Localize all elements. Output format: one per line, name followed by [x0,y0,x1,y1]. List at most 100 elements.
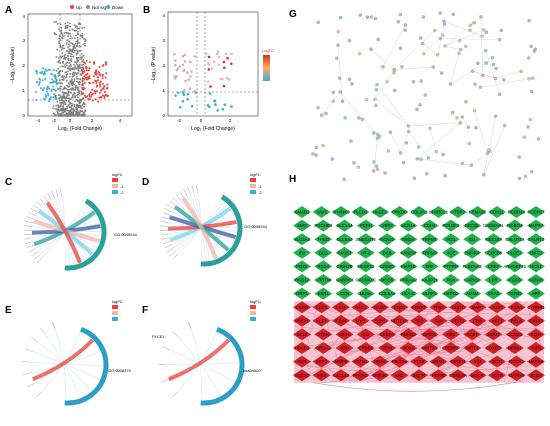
data-point [173,75,176,78]
data-point-notsig [61,65,64,67]
network-node [372,131,376,135]
data-point-up [87,69,90,72]
network-node [364,97,369,102]
data-point-down [48,100,51,103]
gene-tick [28,248,37,253]
gene-node-label: MAPT [472,305,484,310]
network-node [440,33,445,37]
data-point-notsig [53,32,56,34]
network-edge [408,122,461,127]
gene-node-label: IL6 [363,332,370,337]
gene-node-label: MMP9 [335,359,348,364]
data-point [183,53,187,57]
network-node [419,157,423,161]
data-point-notsig [62,44,65,47]
gene-tick [161,216,170,220]
network-edge [344,365,402,373]
network-node [376,37,380,41]
gene-node-label: BRCA1 [316,346,331,351]
data-point-up [95,85,98,88]
gene-node-label: ROBO4 [507,223,523,228]
network-node [393,88,397,93]
data-point-notsig [61,52,64,55]
network-node [396,19,400,24]
data-point-notsig [83,38,85,40]
gene-node-label: KDR [297,359,306,364]
data-point-down [43,72,46,75]
data-point-up [90,93,93,96]
data-point-notsig [70,65,72,68]
data-point-notsig [77,66,80,68]
gene-node [449,206,467,218]
network-node [392,68,396,72]
data-point-notsig [70,88,73,91]
data-point-notsig [70,91,73,94]
data-point [193,89,197,93]
data-point-notsig [71,68,74,70]
data-point-notsig [80,49,82,52]
gene-node-label: MTOR [471,373,484,378]
gene-node [507,301,526,314]
panel-g: G [289,9,541,181]
data-point-up [83,70,86,73]
network-node [419,79,424,83]
gene-node [332,355,350,368]
data-point-notsig [66,73,69,75]
network-node [340,99,345,103]
network-node [435,53,440,57]
data-point-notsig [74,61,76,63]
gene-node-label: FOS [473,318,482,323]
data-point [183,60,187,63]
gene-tick [169,200,176,206]
gene-node-label: ESR1 [374,318,386,323]
network-edge [495,71,522,79]
gene-tick [26,216,35,220]
data-point-down [55,69,58,72]
data-point-up [81,79,84,82]
data-point-up [92,92,95,95]
data-point-up [83,94,86,97]
data-point-notsig [80,35,83,37]
data-point-notsig [62,103,65,105]
gene-node [312,355,331,368]
panel-c-legend: logFC -1 -2 [112,172,124,195]
gene-node [527,314,545,327]
gene-node-label: VAV3 [316,210,327,215]
data-point-notsig [64,103,66,105]
network-edge [444,45,461,50]
gene-node [293,246,311,259]
gene-node [410,206,428,218]
data-point-notsig [70,104,73,107]
data-point-notsig [81,60,84,63]
data-point-notsig [73,103,76,106]
data-point-notsig [82,58,85,61]
x-tick-label: -2 [52,118,56,123]
data-point [217,55,221,59]
network-node [398,151,403,155]
data-point-notsig [65,56,68,59]
network-node [464,100,468,104]
gene-node-label: HLA-G [402,291,416,296]
network-node [320,113,324,117]
data-point-notsig [61,96,64,99]
gene-node-label: SOX9 [403,346,415,351]
network-node [411,80,416,84]
data-point-notsig [59,104,62,107]
panel-f-chord-diagram [158,321,245,406]
network-node [438,36,442,41]
data-point-notsig [69,35,72,37]
gene-node-label: STAT3 [452,318,465,323]
data-point-down [48,97,51,100]
gene-node-label: ZEB1 [492,359,503,364]
data-point-notsig [78,83,81,86]
gene-node [527,246,545,259]
data-point-up [89,82,92,85]
data-point-notsig [62,60,65,63]
network-node [381,65,385,69]
data-point [208,92,212,95]
data-point-notsig [70,59,73,62]
panel-b-ylabel: −Log₁₀ (P value) [151,47,157,84]
data-point-up [104,76,107,79]
data-point [214,103,217,106]
gene-node [463,342,482,354]
